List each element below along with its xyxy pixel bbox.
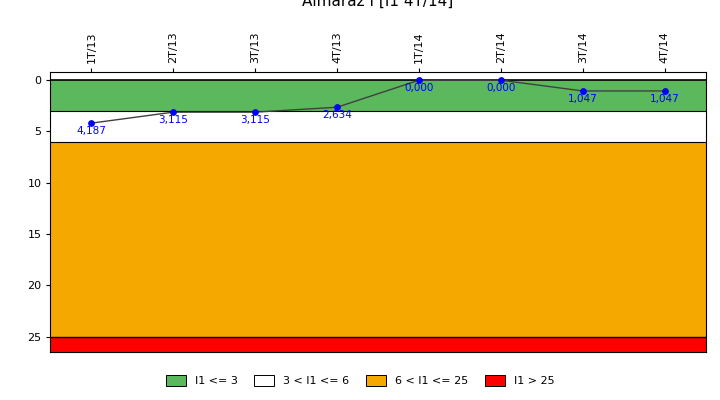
Point bbox=[659, 88, 670, 94]
Text: 1,047: 1,047 bbox=[568, 94, 598, 104]
Bar bbox=[50, 142, 706, 337]
Point bbox=[495, 77, 507, 84]
Text: 0,000: 0,000 bbox=[486, 83, 516, 93]
Point bbox=[577, 88, 588, 94]
Text: 2,634: 2,634 bbox=[322, 110, 352, 120]
Bar bbox=[50, 111, 706, 142]
Bar bbox=[50, 80, 706, 111]
Title: Almaraz I [I1 4T/14]: Almaraz I [I1 4T/14] bbox=[302, 0, 454, 8]
Text: 4,187: 4,187 bbox=[76, 126, 107, 136]
Point bbox=[168, 109, 179, 115]
Point bbox=[331, 104, 343, 110]
Text: 3,115: 3,115 bbox=[158, 115, 188, 125]
Legend: I1 <= 3, 3 < I1 <= 6, 6 < I1 <= 25, I1 > 25: I1 <= 3, 3 < I1 <= 6, 6 < I1 <= 25, I1 >… bbox=[161, 370, 559, 390]
Text: 0,000: 0,000 bbox=[404, 83, 433, 93]
Point bbox=[413, 77, 425, 84]
Text: 1,047: 1,047 bbox=[649, 94, 680, 104]
Text: 3,115: 3,115 bbox=[240, 115, 270, 125]
Bar bbox=[50, 337, 706, 352]
Point bbox=[86, 120, 97, 126]
Point bbox=[249, 109, 261, 115]
